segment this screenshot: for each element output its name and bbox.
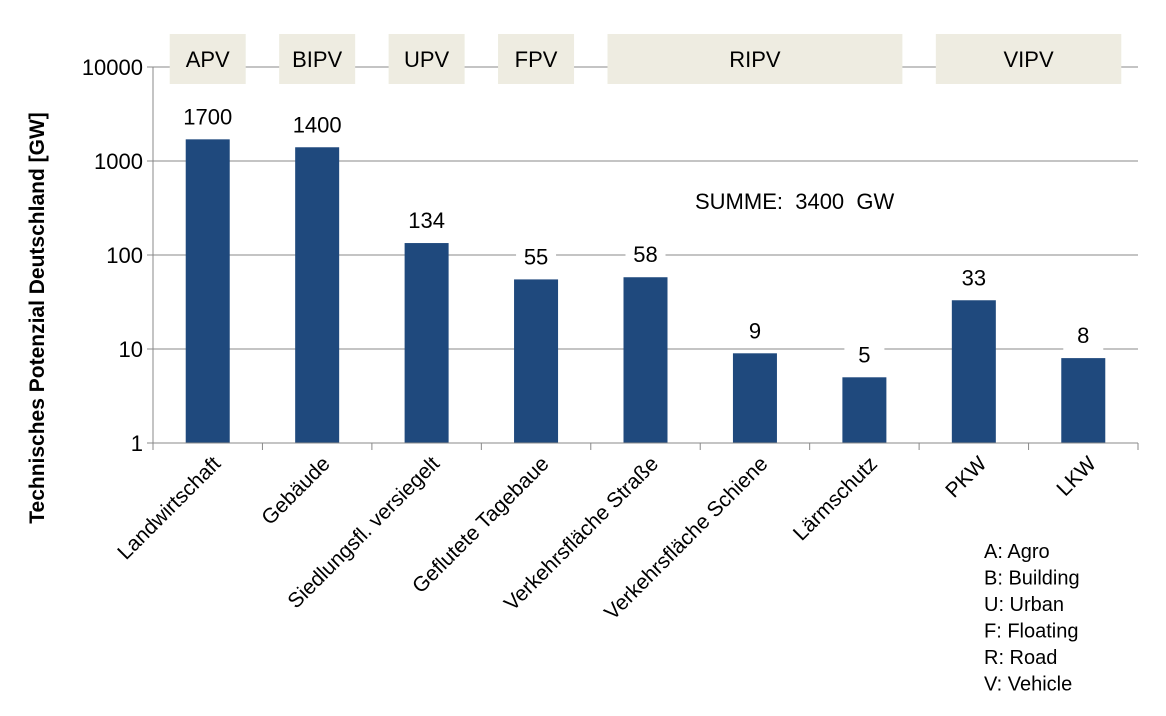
group-box	[607, 34, 903, 84]
value-label-bg	[953, 262, 994, 293]
bar	[842, 377, 887, 443]
value-label: 1400	[293, 112, 342, 137]
bar	[185, 139, 230, 443]
group-label: APV	[186, 47, 230, 72]
category-label: Gebäude	[257, 452, 334, 529]
bar	[1061, 358, 1106, 443]
bars	[185, 139, 1106, 443]
value-label-bg	[187, 101, 228, 132]
value-label: 58	[633, 242, 657, 267]
legend-entry: A: Agro	[984, 541, 1050, 563]
bar	[404, 243, 449, 443]
legend-entry: B: Building	[984, 568, 1080, 590]
group-label: UPV	[404, 47, 450, 72]
bar	[732, 353, 777, 443]
bar	[951, 300, 996, 443]
group-box	[169, 34, 246, 84]
group-box	[498, 34, 575, 84]
value-label-bg	[734, 315, 775, 346]
legend-entry: V: Vehicle	[984, 674, 1072, 696]
value-label-bg	[516, 241, 557, 272]
bar	[623, 277, 668, 443]
y-tick-label: 10	[119, 337, 143, 362]
group-box	[388, 34, 465, 84]
category-label: Landwirtschaft	[113, 452, 225, 564]
value-label-bg	[844, 339, 885, 370]
y-tick-label: 100	[106, 243, 143, 268]
value-label-bg	[297, 109, 338, 140]
group-box	[935, 34, 1122, 84]
group-label: RIPV	[729, 47, 781, 72]
y-axis-title: Technisches Potenzial Deutschland [GW]	[26, 112, 49, 524]
y-tick-label: 1	[131, 431, 143, 456]
value-label: 134	[408, 208, 445, 233]
group-boxes	[169, 34, 1122, 84]
value-label-bg	[625, 239, 666, 270]
legend-entry: U: Urban	[984, 594, 1064, 616]
group-label: FPV	[515, 47, 558, 72]
group-label: VIPV	[1003, 47, 1053, 72]
value-label: 1700	[183, 104, 232, 129]
value-label: 9	[749, 318, 761, 343]
value-label: 33	[962, 265, 986, 290]
sum-annotation: SUMME: 3400 GW	[695, 189, 895, 214]
y-tick-label: 1000	[94, 149, 143, 174]
value-label-bg	[1063, 320, 1104, 351]
legend-entry: F: Floating	[984, 621, 1078, 643]
bar	[514, 279, 559, 443]
bar	[295, 147, 340, 443]
value-label: 5	[858, 342, 870, 367]
axes	[147, 66, 1139, 450]
value-label: 55	[524, 244, 548, 269]
category-label: PKW	[941, 452, 991, 502]
group-box	[279, 34, 356, 84]
category-label: Lärmschutz	[789, 452, 882, 545]
category-label: LKW	[1052, 452, 1101, 501]
value-label: 8	[1077, 323, 1089, 348]
legend-entry: R: Road	[984, 647, 1057, 669]
value-label-bg	[406, 205, 447, 236]
group-label: BIPV	[292, 47, 342, 72]
y-tick-label: 10000	[82, 55, 143, 80]
